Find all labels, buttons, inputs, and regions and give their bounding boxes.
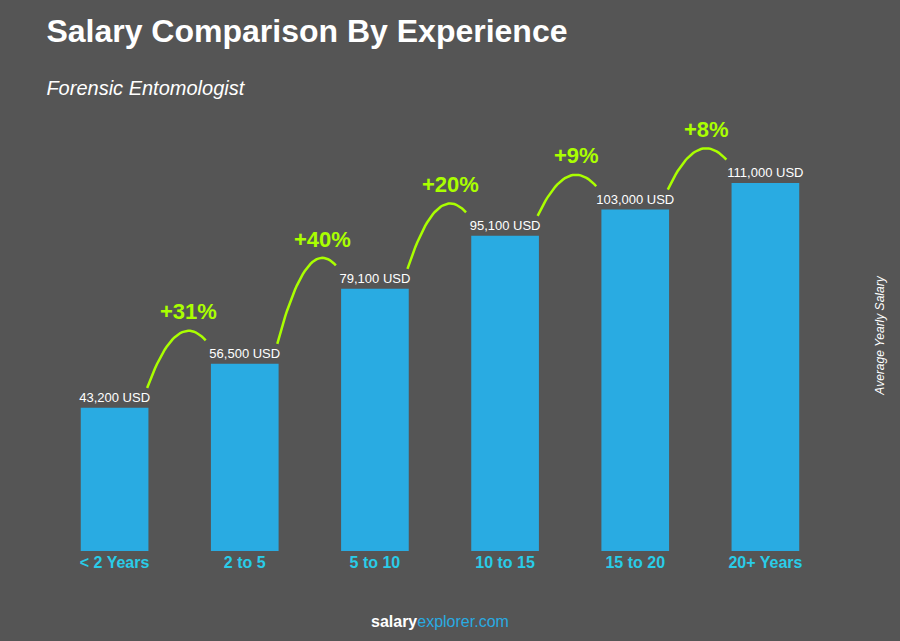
svg-text:56,500 USD: 56,500 USD	[209, 346, 280, 361]
svg-text:5 to 10: 5 to 10	[350, 554, 401, 571]
svg-text:Average Yearly Salary: Average Yearly Salary	[873, 275, 887, 395]
svg-text:+9%: +9%	[554, 143, 599, 168]
svg-text:2 to 5: 2 to 5	[224, 554, 266, 571]
svg-text:< 2 Years: < 2 Years	[80, 554, 150, 571]
svg-text:10 to 15: 10 to 15	[475, 554, 535, 571]
svg-text:111,000 USD: 111,000 USD	[727, 165, 803, 180]
svg-text:salaryexplorer.com: salaryexplorer.com	[371, 613, 509, 630]
svg-text:103,000 USD: 103,000 USD	[596, 192, 674, 207]
svg-text:+40%: +40%	[294, 227, 351, 252]
svg-text:79,100 USD: 79,100 USD	[340, 271, 411, 286]
svg-text:95,100 USD: 95,100 USD	[470, 218, 541, 233]
svg-text:+31%: +31%	[160, 299, 217, 324]
svg-text:20+ Years: 20+ Years	[728, 554, 802, 571]
svg-text:+8%: +8%	[684, 117, 729, 142]
svg-text:15 to 20: 15 to 20	[605, 554, 665, 571]
svg-text:Salary Comparison By Experienc: Salary Comparison By Experience	[46, 13, 567, 49]
svg-text:+20%: +20%	[422, 172, 479, 197]
svg-text:Forensic Entomologist: Forensic Entomologist	[46, 77, 245, 99]
svg-text:43,200 USD: 43,200 USD	[79, 390, 150, 405]
